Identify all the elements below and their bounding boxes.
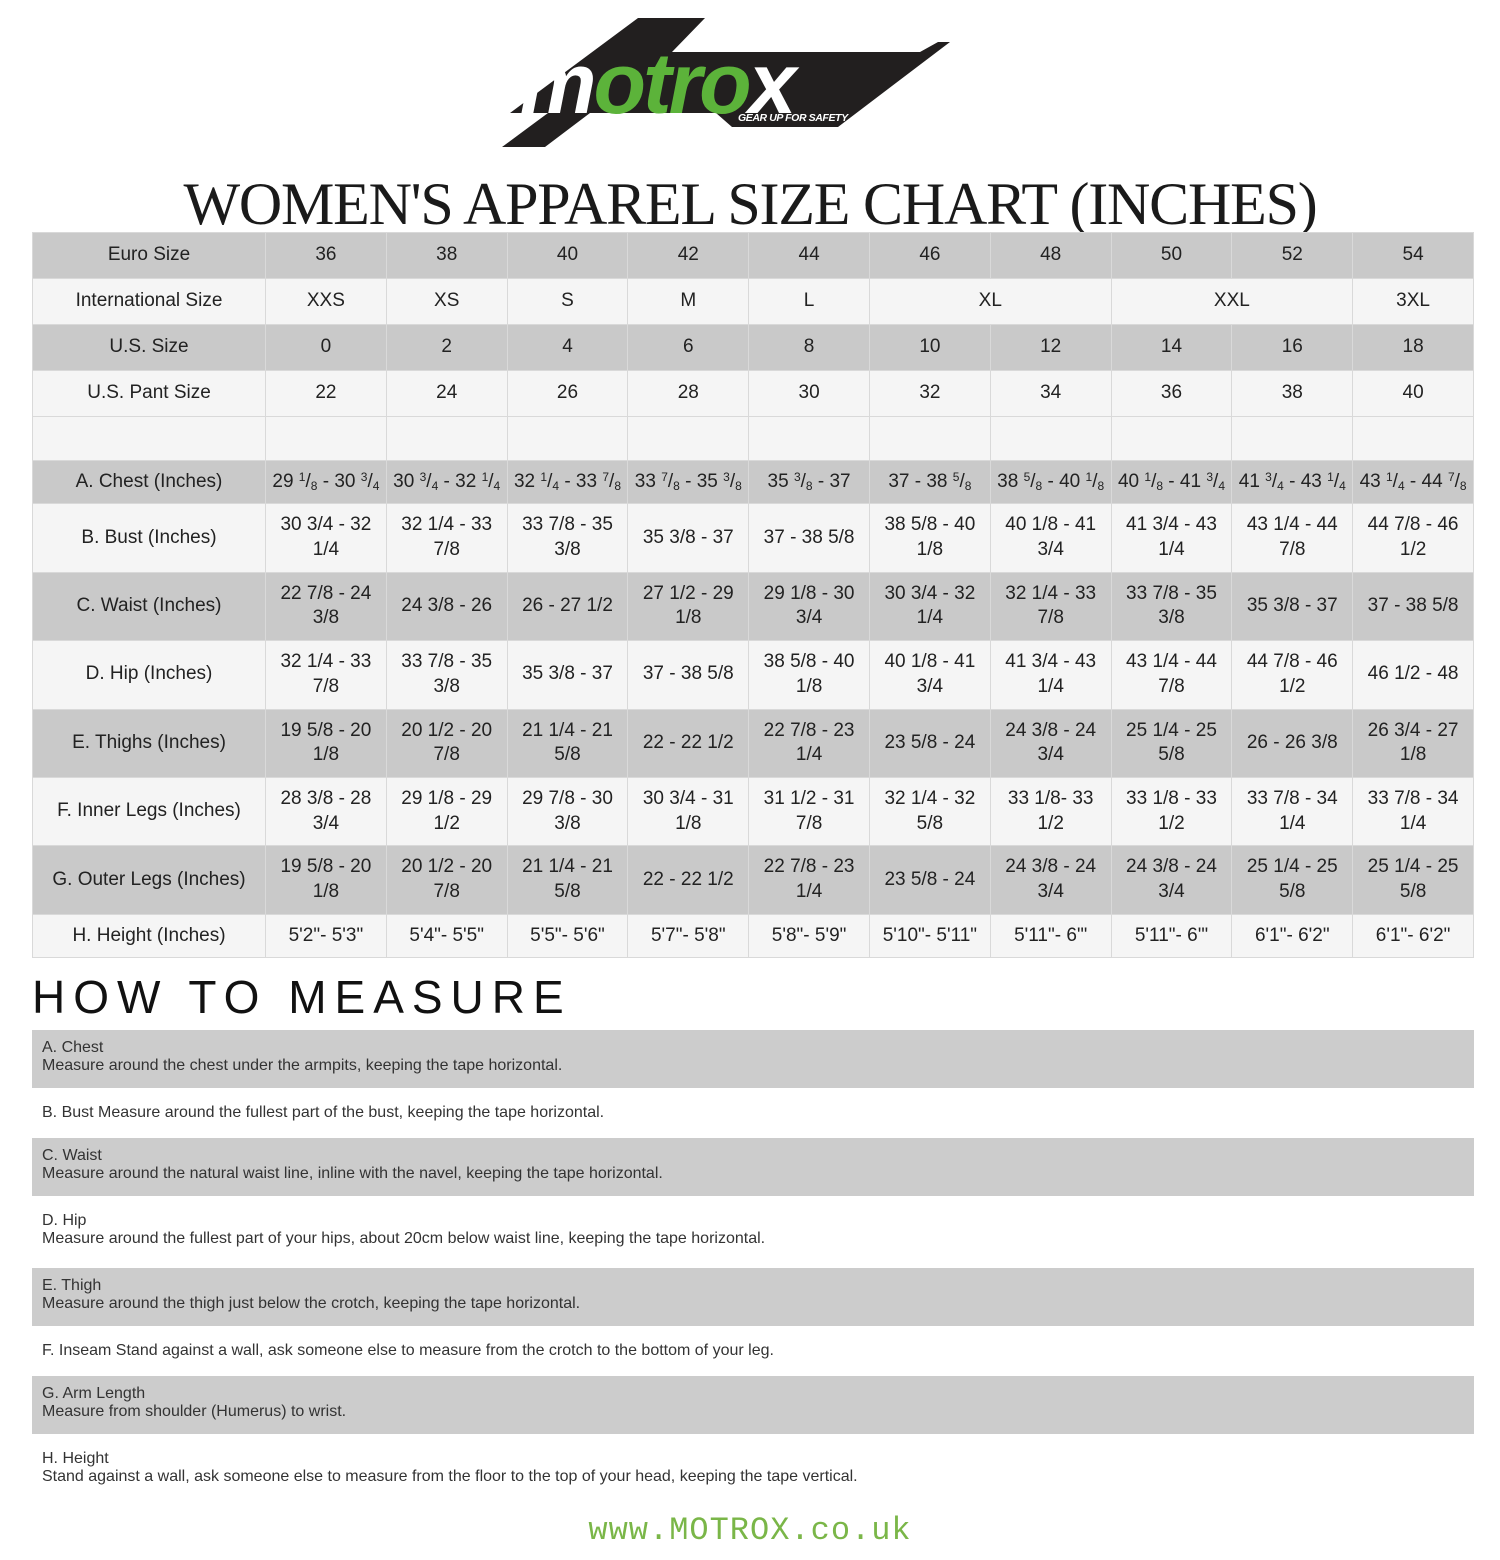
svg-text:GEAR UP FOR SAFETY: GEAR UP FOR SAFETY [738,112,849,124]
